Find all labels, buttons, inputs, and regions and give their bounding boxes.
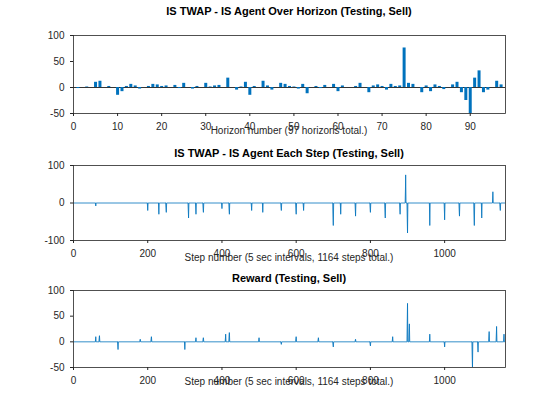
svg-text:0: 0 [59,82,65,93]
html-text:Step number (5 sec intervals,: Step number (5 sec intervals, 1164 steps… [184,376,394,387]
svg-text:1000: 1000 [434,375,457,384]
svg-text:200: 200 [139,375,156,384]
html-text:IS TWAP - IS Agent Each Step (: IS TWAP - IS Agent Each Step (Testing, S… [174,147,404,159]
html-text:IS TWAP - IS Agent Over Horizo: IS TWAP - IS Agent Over Horizon (Testing… [166,5,412,17]
svg-text:0: 0 [71,248,77,257]
svg-text:1000: 1000 [434,248,457,257]
svg-text:100: 100 [48,30,65,41]
svg-text:0: 0 [71,375,77,384]
svg-text:30: 30 [200,121,212,130]
svg-text:100: 100 [48,285,65,296]
svg-text:90: 90 [465,121,477,130]
svg-text:70: 70 [377,121,389,130]
svg-text:-50: -50 [50,108,65,119]
svg-text:20: 20 [156,121,168,130]
svg-text:0: 0 [59,197,65,208]
svg-text:-100: -100 [44,235,64,246]
svg-text:80: 80 [421,121,433,130]
html-text:Step number (5 sec intervals,: Step number (5 sec intervals, 1164 steps… [184,252,394,263]
svg-text:-50: -50 [50,362,65,373]
html-text:Reward (Testing, Sell): Reward (Testing, Sell) [232,272,346,284]
svg-text:0: 0 [71,121,77,130]
svg-text:50: 50 [53,56,65,67]
svg-text:200: 200 [139,248,156,257]
svg-text:10: 10 [112,121,124,130]
html-text:Horizon number (97 horizons to: Horizon number (97 horizons total.) [210,125,368,136]
svg-text:0: 0 [59,336,65,347]
svg-text:100: 100 [48,160,65,171]
svg-text:50: 50 [53,310,65,321]
